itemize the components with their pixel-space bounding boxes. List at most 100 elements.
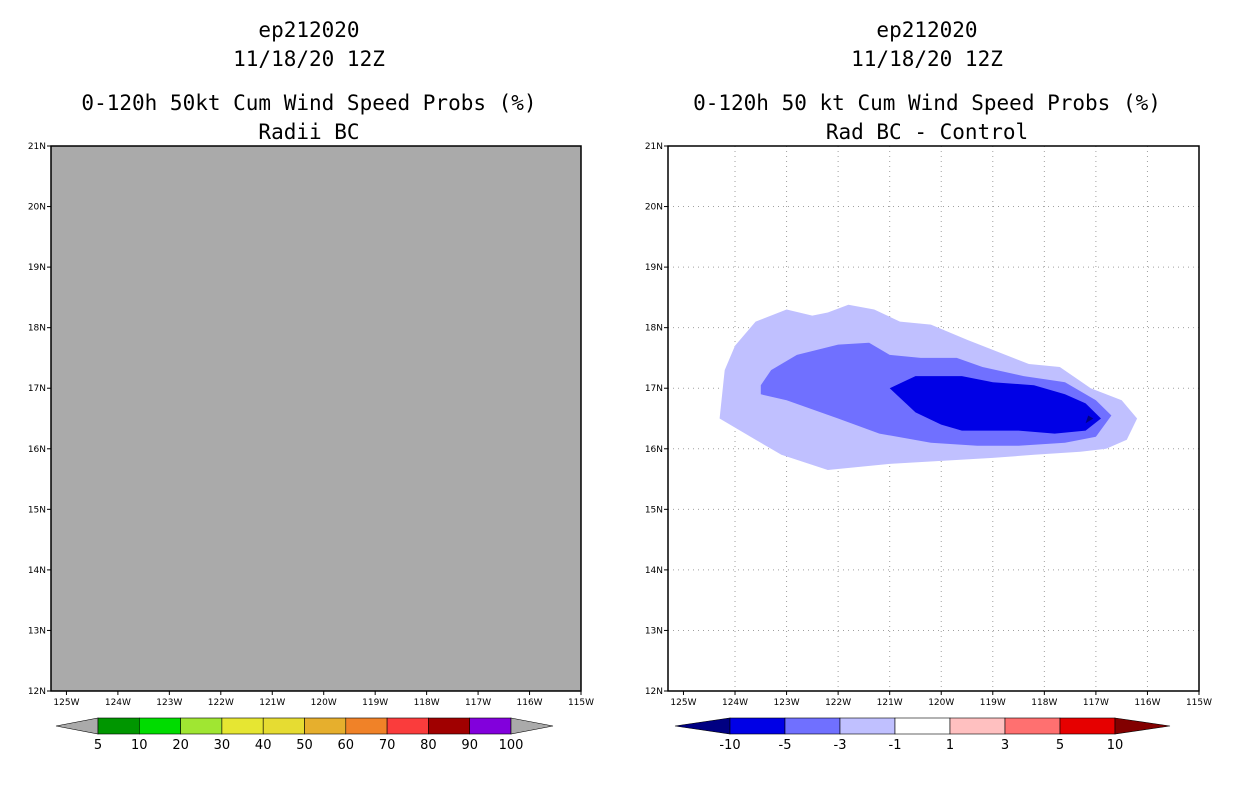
x-tick-label: 115W [568, 698, 594, 708]
colorbar-swatch [221, 717, 264, 735]
x-tick-label: 117W [1083, 698, 1109, 708]
y-tick-label: 21N [645, 142, 663, 152]
colorbar-label: 90 [461, 738, 478, 753]
chart-title-line-3: 0-120h 50 kt Cum Wind Speed Probs (%) [693, 91, 1161, 115]
y-tick-label: 18N [645, 324, 663, 334]
y-tick-label: 15N [645, 505, 663, 515]
panel-2: ep212020 11/18/20 12Z 0-120h 50 kt Cum Win… [645, 18, 1212, 753]
x-tick-label: 115W [1186, 698, 1212, 708]
colorbar-swatch [1004, 717, 1061, 735]
x-tick-label: 119W [362, 698, 388, 708]
colorbar-swatch [386, 717, 429, 735]
chart-title-line-1: ep212020 [876, 18, 977, 42]
x-tick-label: 125W [670, 698, 696, 708]
colorbar-label: 70 [379, 738, 396, 753]
panel-1: ep212020 11/18/20 12Z 0-120h 50kt Cum Wind… [28, 18, 594, 753]
colorbar-label: 80 [420, 738, 437, 753]
colorbar-arrow-low [55, 717, 99, 735]
colorbar-label: 50 [296, 738, 313, 753]
colorbar-label: -10 [719, 738, 740, 753]
y-tick-label: 13N [645, 626, 663, 636]
chart-title-line-2: 11/18/20 12Z [851, 47, 1003, 71]
colorbar-label: -1 [889, 738, 902, 753]
y-tick-label: 16N [645, 445, 663, 455]
colorbar-swatch [304, 717, 347, 735]
x-tick-label: 119W [980, 698, 1006, 708]
colorbar-label: 30 [214, 738, 231, 753]
chart-title-line-2: 11/18/20 12Z [233, 47, 385, 71]
colorbar-arrow-low [674, 717, 731, 735]
y-tick-label: 12N [28, 687, 46, 697]
colorbar-swatch [784, 717, 841, 735]
y-tick-label: 19N [645, 263, 663, 273]
colorbar-swatch [839, 717, 896, 735]
colorbar-swatch [469, 717, 512, 735]
colorbar-label: 10 [131, 738, 148, 753]
colorbar-swatch [729, 717, 786, 735]
x-tick-label: 118W [414, 698, 440, 708]
y-tick-label: 12N [645, 687, 663, 697]
x-tick-label: 120W [928, 698, 954, 708]
y-tick-label: 17N [28, 384, 46, 394]
colorbar-label: 1 [946, 738, 954, 753]
colorbar-swatch [949, 717, 1006, 735]
x-tick-label: 121W [877, 698, 903, 708]
colorbar-swatch [1059, 717, 1116, 735]
contour-region-4 [1085, 415, 1094, 424]
y-tick-label: 14N [28, 566, 46, 576]
y-tick-label: 20N [28, 203, 46, 213]
chart-title-line-3: 0-120h 50kt Cum Wind Speed Probs (%) [81, 91, 536, 115]
colorbar-label: 20 [172, 738, 189, 753]
y-tick-label: 14N [645, 566, 663, 576]
colorbar: 5 10 20 30 40 50 60 70 80 90 100 [55, 717, 554, 753]
colorbar-swatch [894, 717, 951, 735]
y-tick-label: 19N [28, 263, 46, 273]
y-tick-label: 17N [645, 384, 663, 394]
colorbar-label: 40 [255, 738, 272, 753]
colorbar: -10 -5 -3 -1 1 3 5 10 [674, 717, 1171, 753]
x-tick-label: 116W [1134, 698, 1160, 708]
plot-area [51, 146, 581, 691]
chart-title-line-4: Radii BC [258, 120, 359, 144]
colorbar-arrow-high [510, 717, 554, 735]
y-tick-label: 21N [28, 142, 46, 152]
colorbar-swatch [139, 717, 181, 735]
x-tick-label: 124W [722, 698, 748, 708]
colorbar-label: 3 [1001, 738, 1009, 753]
x-tick-label: 122W [825, 698, 851, 708]
colorbar-label: -5 [779, 738, 792, 753]
x-tick-label: 123W [156, 698, 182, 708]
x-tick-label: 116W [517, 698, 543, 708]
colorbar-swatch [97, 717, 140, 735]
x-tick-label: 117W [465, 698, 491, 708]
colorbar-label: 60 [338, 738, 355, 753]
colorbar-swatch [262, 717, 305, 735]
x-tick-label: 118W [1031, 698, 1057, 708]
colorbar-label: -3 [834, 738, 847, 753]
y-tick-label: 13N [28, 626, 46, 636]
x-tick-label: 124W [105, 698, 131, 708]
colorbar-label: 10 [1107, 738, 1124, 753]
x-tick-label: 123W [774, 698, 800, 708]
colorbar-label: 5 [94, 738, 102, 753]
y-tick-label: 15N [28, 505, 46, 515]
colorbar-label: 5 [1056, 738, 1064, 753]
y-tick-label: 18N [28, 324, 46, 334]
x-tick-label: 121W [259, 698, 285, 708]
colorbar-arrow-high [1114, 717, 1171, 735]
colorbar-swatch [180, 717, 223, 735]
colorbar-swatch [345, 717, 388, 735]
colorbar-label: 100 [499, 738, 524, 753]
colorbar-swatch [428, 717, 470, 735]
x-tick-label: 120W [311, 698, 337, 708]
contour-region-3 [889, 376, 1101, 434]
x-tick-label: 125W [53, 698, 79, 708]
y-tick-label: 20N [645, 203, 663, 213]
y-tick-label: 16N [28, 445, 46, 455]
chart-title-line-4: Rad BC - Control [826, 120, 1028, 144]
x-tick-label: 122W [208, 698, 234, 708]
plot-frame [50, 145, 582, 692]
chart-title-line-1: ep212020 [258, 18, 359, 42]
plot-frame [667, 145, 1200, 692]
